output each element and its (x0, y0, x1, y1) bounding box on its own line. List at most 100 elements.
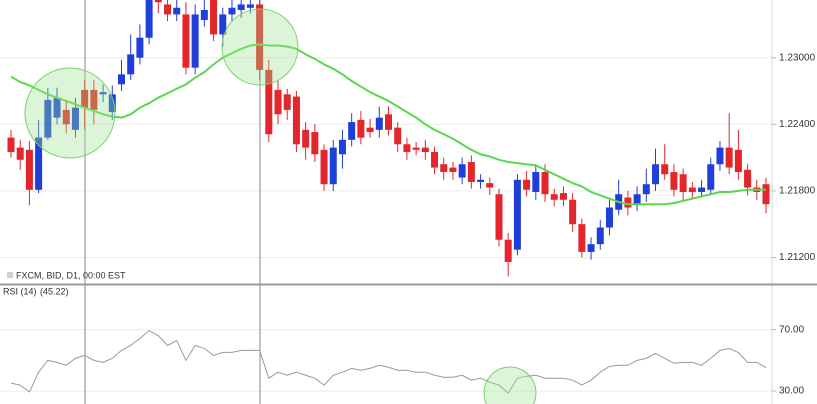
candle-body (624, 197, 632, 208)
candle-body (108, 94, 116, 113)
candle-body (99, 92, 107, 95)
candle-body (403, 144, 411, 153)
candle-body (81, 89, 89, 108)
candle-body (366, 127, 374, 133)
highlight-circle (24, 67, 116, 159)
highlight-circle (221, 8, 299, 86)
candle-body (357, 119, 365, 138)
y-tick-label: 1.21200 (779, 252, 816, 263)
y-tick-label: 1.22400 (779, 119, 816, 130)
candle-body (246, 4, 254, 8)
candle-body (431, 152, 439, 168)
candle-body (486, 183, 494, 188)
candle-body (292, 96, 300, 145)
candle-body (734, 149, 742, 173)
rsi-line (10, 329, 767, 394)
candle-body (449, 167, 457, 173)
candle-body (302, 129, 310, 148)
axis-layer: 1.21200 1.21800 1.22400 1.23000 30.00 70.00 (772, 52, 816, 397)
candle-body (164, 4, 172, 15)
candle-body (633, 194, 641, 205)
candle-body (504, 239, 512, 262)
y-tick-label: 1.21800 (779, 186, 816, 197)
candle-body (145, 0, 153, 38)
candle-body (467, 162, 475, 183)
grid-layer (0, 57, 772, 392)
price-pane (7, 0, 770, 277)
candle-body (210, 0, 218, 35)
candle-body (716, 147, 724, 165)
candle-body (421, 147, 429, 153)
moving-average-line (10, 43, 766, 206)
candle-body (265, 69, 273, 135)
candle-body (412, 147, 420, 150)
candle-body (541, 172, 549, 195)
candle-body (154, 0, 162, 3)
candle-body (191, 14, 199, 68)
candle-body (71, 107, 79, 130)
candle-body (559, 193, 567, 200)
candle-body (25, 149, 33, 190)
rsi-title: RSI (14) (3, 286, 37, 296)
candle-body (569, 199, 577, 225)
candle-body (90, 89, 98, 110)
candle-body (679, 174, 687, 192)
candle-body (338, 139, 346, 155)
candle-body (375, 117, 383, 130)
candle-body (283, 94, 291, 110)
rsi-pane (10, 329, 767, 394)
candle-body (458, 164, 466, 178)
candle-body (532, 172, 540, 192)
candle-body (725, 147, 733, 168)
candle-body (62, 109, 70, 125)
highlight-circle (483, 366, 537, 404)
candle-body (311, 132, 319, 155)
candle-body (35, 137, 43, 190)
candle-body (513, 179, 521, 250)
y-tick-label: 1.23000 (779, 52, 816, 63)
candle-body (237, 4, 245, 10)
candle-body (348, 122, 356, 140)
candle-body (440, 164, 448, 173)
candle-body (7, 137, 15, 153)
candle-body (744, 169, 752, 188)
candle-body (136, 37, 144, 58)
candle-body (200, 9, 208, 20)
candle-body (385, 114, 392, 130)
candle-body (550, 194, 558, 200)
source-label: FXCM, BID, D1, 00:00 EST (16, 270, 126, 280)
candle-body (670, 172, 678, 190)
candle-body (182, 14, 190, 68)
y-tick-label: 30.00 (779, 386, 804, 397)
candle-body (53, 97, 61, 118)
rsi-current-value: (45.22) (40, 286, 69, 296)
candle-body (44, 99, 52, 138)
candle-body (605, 207, 613, 228)
candle-body (477, 179, 485, 183)
candle-body (698, 187, 706, 192)
candle-body (274, 89, 282, 115)
candle-body (578, 224, 586, 252)
candle-body (320, 149, 328, 185)
candle-body (495, 194, 503, 240)
candle-body (16, 147, 24, 160)
candle-body (652, 164, 660, 185)
candle-body (523, 179, 531, 190)
candle-body (642, 184, 650, 195)
candle-body (219, 14, 227, 35)
candle-body (707, 164, 715, 190)
candle-body (329, 147, 337, 185)
candle-body (256, 4, 264, 70)
candle-body (127, 54, 135, 75)
candle-body (228, 7, 236, 15)
candle-body (587, 244, 595, 252)
candle-body (117, 74, 125, 85)
candle-body (394, 127, 402, 145)
y-tick-label: 70.00 (779, 324, 804, 335)
source-icon (7, 272, 13, 278)
candle-body (596, 227, 604, 245)
candle-body (173, 7, 181, 15)
candle-body (661, 164, 669, 175)
